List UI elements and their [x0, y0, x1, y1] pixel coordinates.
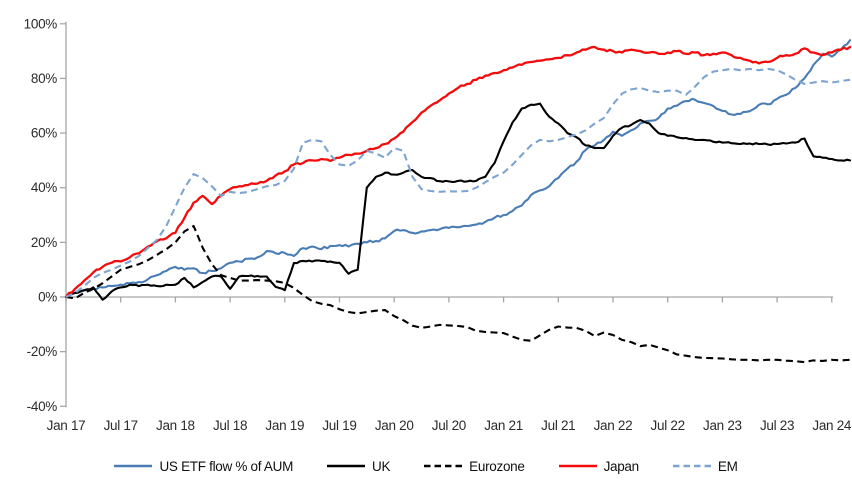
- x-axis-label: Jan 19: [265, 418, 304, 433]
- legend: US ETF flow % of AUM UK Eurozone Japan EM: [0, 453, 852, 479]
- legend-line-swatch: [558, 464, 597, 468]
- x-axis-label: Jul 22: [651, 418, 685, 433]
- legend-label: Eurozone: [469, 458, 525, 474]
- y-axis-label: 20%: [31, 235, 57, 250]
- x-axis-label: Jan 23: [703, 418, 742, 433]
- y-axis-label: -20%: [27, 344, 58, 359]
- series-line-em: [65, 67, 851, 298]
- y-axis-label: 80%: [31, 71, 57, 86]
- x-axis-label: Jul 21: [541, 418, 575, 433]
- legend-line-swatch: [424, 464, 463, 468]
- axis-tick-labels: 100% 80% 60% 40% 20% 0% -20% -40% Jan 17 Jul 17 Ja…: [24, 16, 852, 433]
- legend-item-us-etf-flow-of-aum: US ETF flow % of AUM: [114, 459, 293, 474]
- x-axis-label: Jul 17: [104, 418, 138, 433]
- legend-label: UK: [372, 458, 391, 474]
- legend-label: EM: [717, 458, 738, 474]
- series-line-japan: [64, 45, 852, 299]
- legend-item-eurozone: Eurozone: [424, 458, 525, 474]
- legend-label: Japan: [603, 458, 640, 474]
- legend-line-swatch: [672, 464, 711, 468]
- y-axis-label: 60%: [31, 126, 57, 141]
- legend-item-uk: UK: [327, 459, 390, 474]
- legend-item-japan: Japan: [558, 458, 640, 474]
- legend-line-swatch: [327, 464, 366, 468]
- line-chart-svg: 100% 80% 60% 40% 20% 0% -20% -40% Jan 17 Jul 17 Ja…: [24, 16, 852, 433]
- legend-label: US ETF flow % of AUM: [159, 458, 294, 474]
- y-axis-label: 40%: [31, 180, 57, 195]
- x-axis-label: Jul 18: [213, 418, 247, 433]
- x-axis-label: Jul 23: [760, 418, 794, 433]
- legend-item-em: EM: [672, 458, 738, 474]
- x-axis-label: Jan 20: [375, 418, 414, 433]
- etf-flow-line-chart: 100% 80% 60% 40% 20% 0% -20% -40% Jan 17 Jul 17 Ja…: [24, 16, 852, 433]
- series-lines: [64, 39, 852, 364]
- series-line-us-etf-flow-of-aum: [64, 39, 852, 299]
- x-axis-label: Jan 22: [594, 418, 633, 433]
- x-axis-label: Jul 19: [322, 418, 356, 433]
- axes: [60, 21, 833, 408]
- y-axis-label: -40%: [27, 399, 58, 414]
- x-axis-label: Jan 21: [484, 418, 523, 433]
- y-axis-label: 0%: [38, 290, 57, 305]
- x-axis-label: Jan 17: [47, 418, 86, 433]
- series-line-eurozone: [65, 224, 851, 364]
- x-axis-label: Jul 20: [432, 418, 466, 433]
- x-axis-label: Jan 18: [156, 418, 195, 433]
- legend-line-swatch: [114, 464, 153, 468]
- x-axis-label: Jan 24: [812, 418, 852, 433]
- y-axis-label: 100%: [24, 16, 58, 31]
- series-line-uk: [64, 102, 852, 301]
